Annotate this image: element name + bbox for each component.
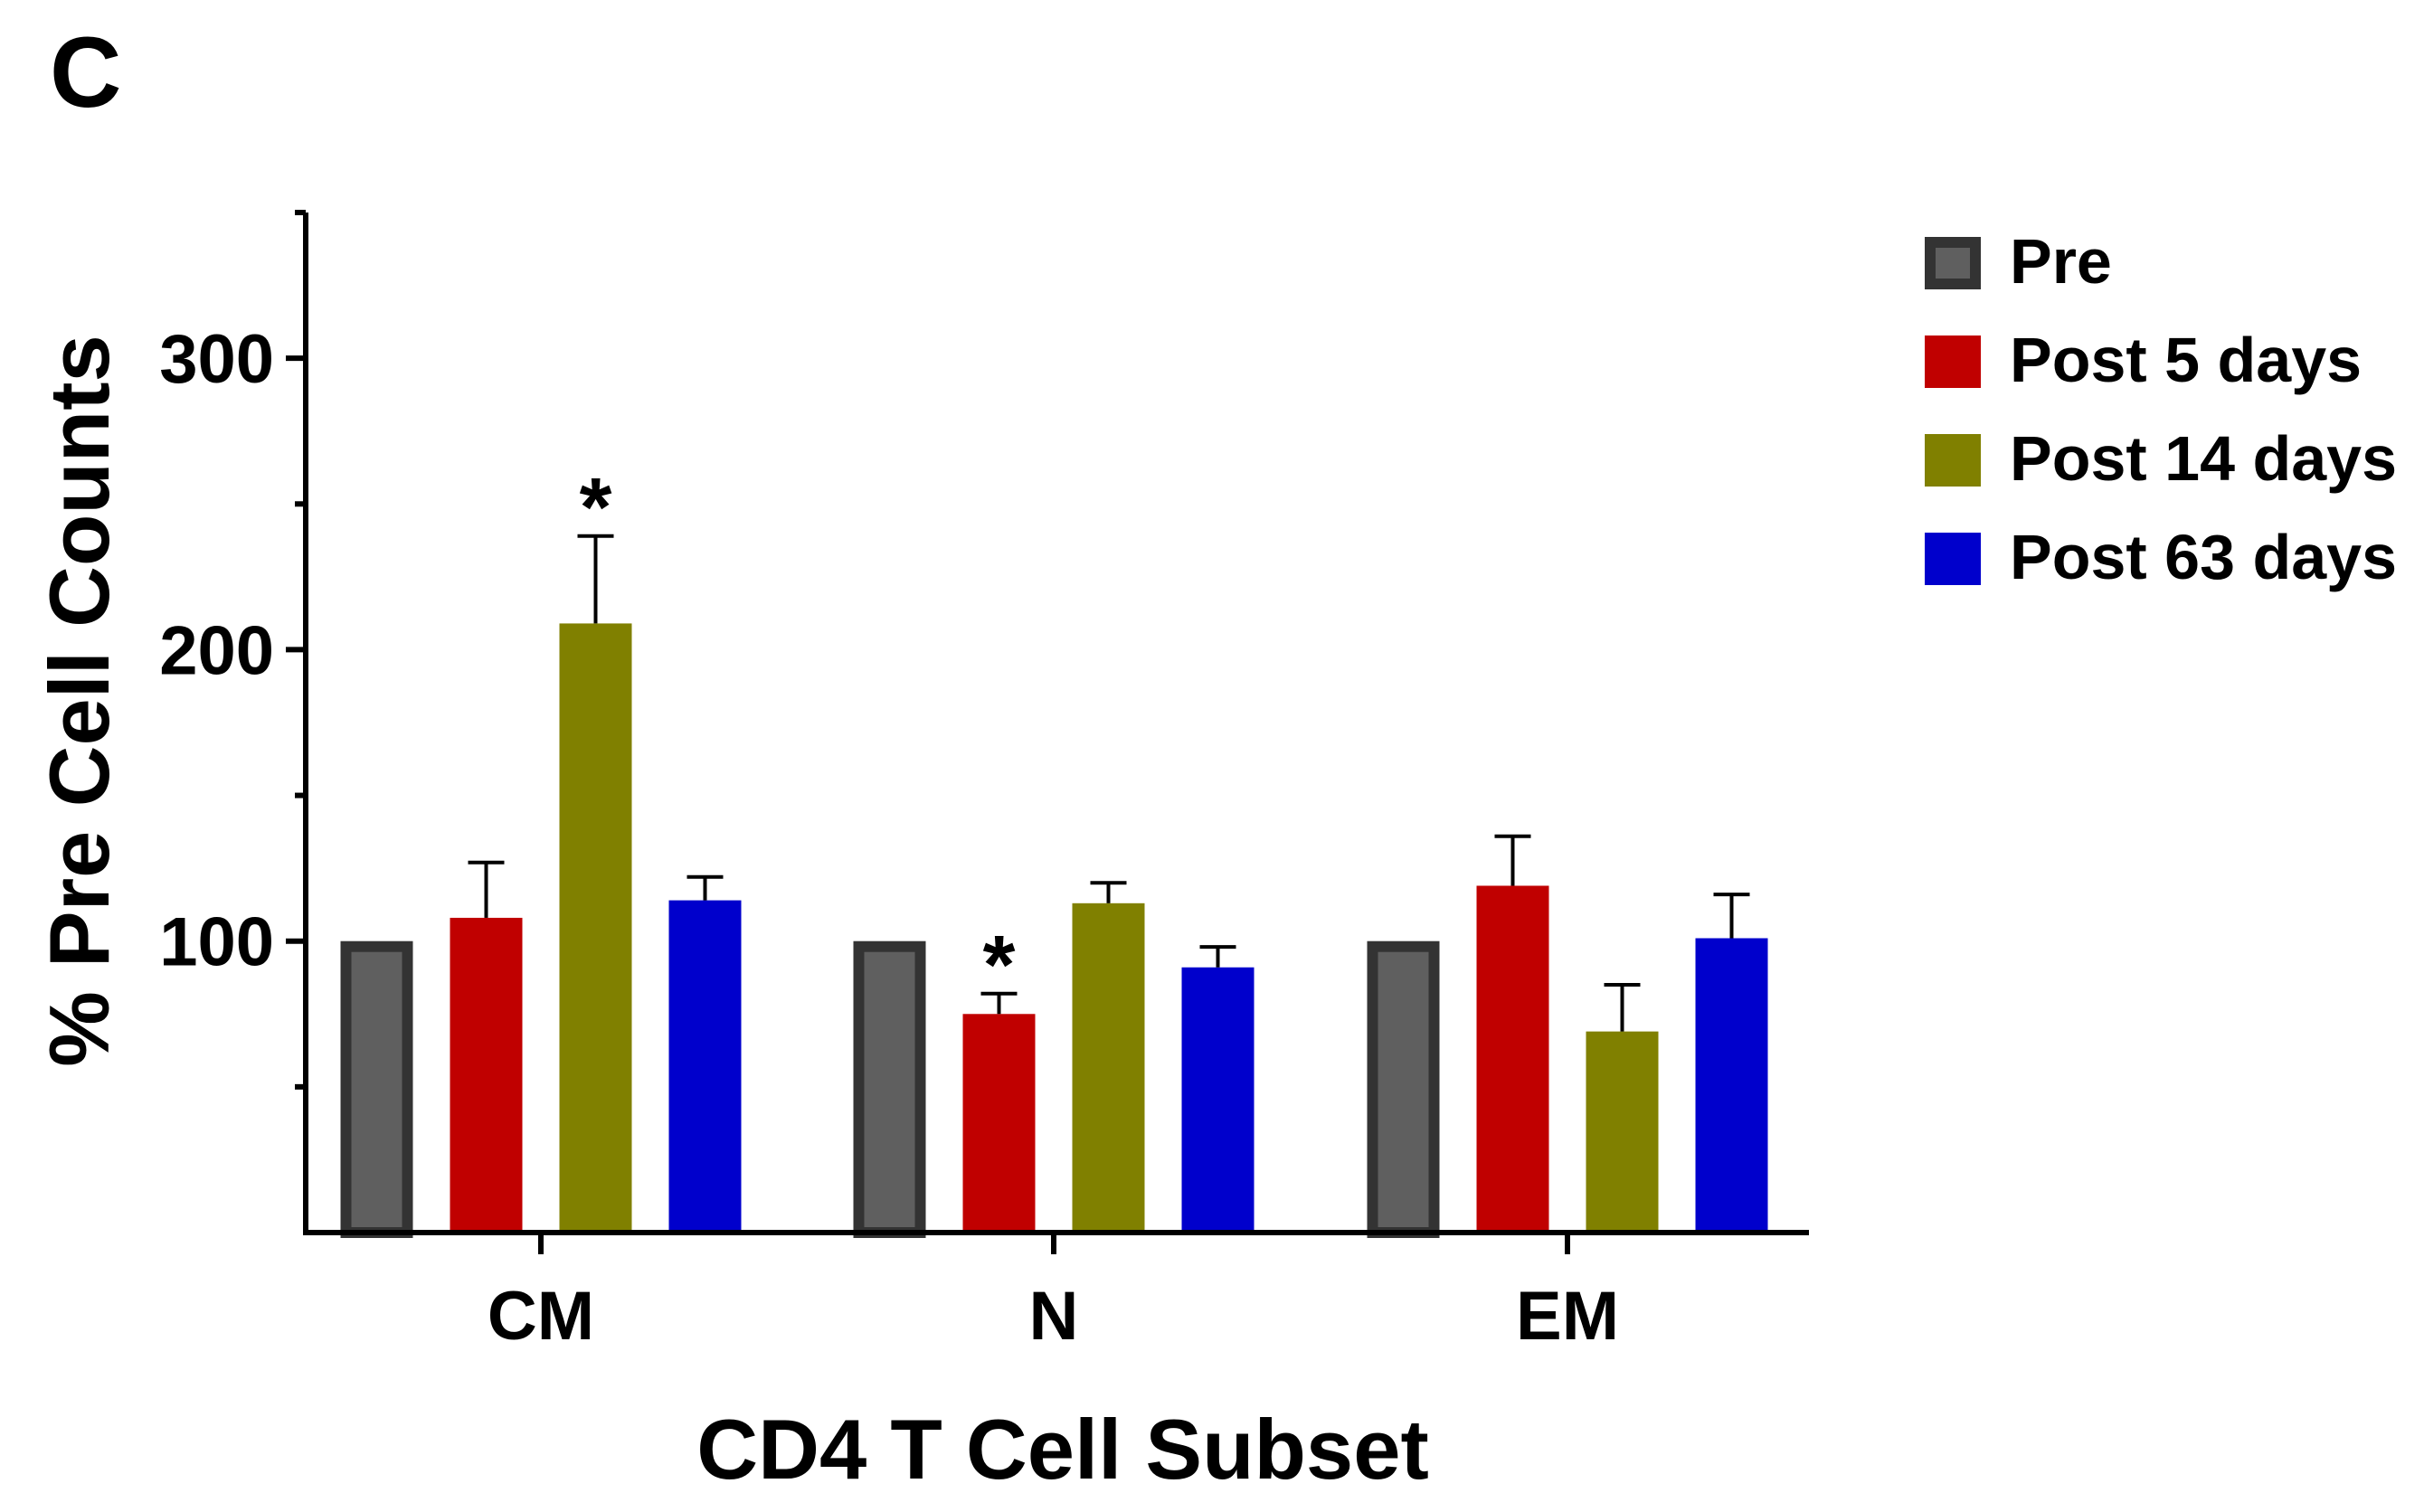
y-tick-label-300: 300: [159, 321, 274, 398]
axes: 100 200 300 CM N EM: [159, 210, 1809, 1355]
bar-cm-post-5-days: [450, 917, 523, 1233]
x-tick-label-em: EM: [1516, 1278, 1619, 1355]
bar-em-post-14-days: [1586, 1031, 1659, 1233]
legend-swatch-post-14-days: [1925, 434, 1981, 487]
significance-asterisk-1: *: [580, 462, 612, 554]
legend-label-post-14-days: Post 14 days: [2010, 423, 2397, 494]
bar-em-post-5-days: [1476, 885, 1549, 1233]
legend-label-post-63-days: Post 63 days: [2010, 522, 2397, 592]
bar-cm-post-14-days: [559, 623, 632, 1233]
bar-n-pre: [853, 940, 926, 1238]
legend-label-pre: Pre: [2010, 226, 2112, 297]
bar-n-post-14-days: [1072, 902, 1145, 1233]
bar-em-post-63-days: [1695, 938, 1768, 1233]
significance-asterisk-2: *: [983, 920, 1016, 1012]
bar-n-post-63-days: [1181, 967, 1255, 1233]
y-tick-label-100: 100: [159, 904, 274, 981]
y-tick-label-200: 200: [159, 612, 274, 689]
bar-cm-post-63-days: [668, 900, 742, 1233]
x-tick-label-n: N: [1029, 1278, 1079, 1355]
bar-em-pre: [1367, 940, 1440, 1238]
x-tick-label-cm: CM: [488, 1278, 594, 1355]
bar-cm-pre: [340, 940, 413, 1238]
panel-label: C: [50, 17, 121, 128]
legend-label-post-5-days: Post 5 days: [2010, 325, 2362, 395]
legend-swatch-pre: [1925, 237, 1981, 289]
bar-n-post-5-days: [962, 1014, 1036, 1233]
y-axis-label: % Pre Cell Counts: [32, 335, 127, 1067]
legend: Pre Post 5 days Post 14 days Post 63 days: [1925, 226, 2397, 592]
legend-swatch-post-63-days: [1925, 533, 1981, 585]
x-axis-label: CD4 T Cell Subset: [696, 1402, 1429, 1497]
legend-swatch-post-5-days: [1925, 335, 1981, 388]
plot-area: **: [340, 462, 1768, 1238]
